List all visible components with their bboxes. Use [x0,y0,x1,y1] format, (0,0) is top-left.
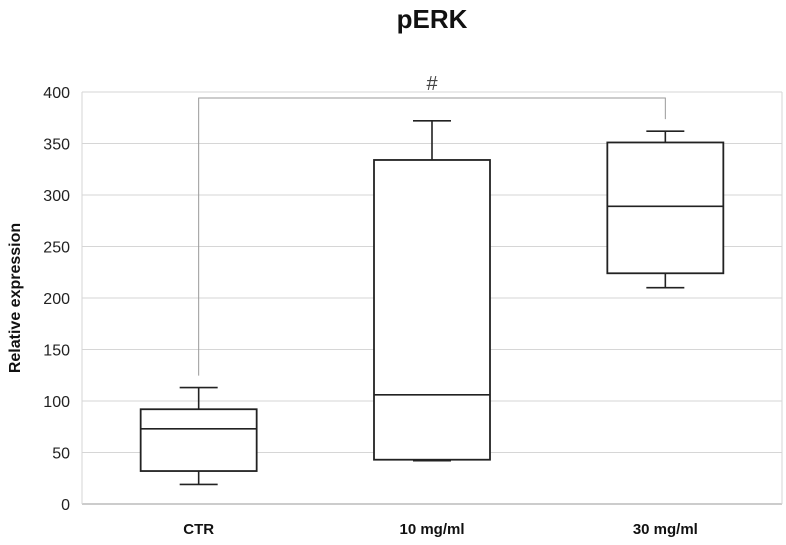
y-tick-label-7: 350 [43,137,70,154]
y-tick-label-6: 300 [43,188,70,205]
x-category-label-1: 10 mg/ml [399,521,464,538]
boxes [139,120,725,486]
box-1-iqr [373,159,491,461]
box-0-iqr [139,408,258,472]
bracket-label: # [426,73,438,95]
chart-title: pERK [397,4,468,34]
x-category-label-0: CTR [183,521,214,538]
box-1 [373,120,491,462]
y-axis-ticks: 0 50 100 150 200 250 300 350 400 [43,85,70,514]
y-tick-label-8: 400 [43,85,70,102]
y-tick-label-1: 50 [52,446,70,463]
y-tick-label-4: 200 [43,291,70,308]
y-tick-label-0: 0 [61,497,70,514]
box-2-iqr [606,141,725,275]
x-category-label-2: 30 mg/ml [633,521,698,538]
bracket-line [198,97,666,376]
box-0 [139,386,258,486]
x-axis-categories: CTR 10 mg/ml 30 mg/ml [183,521,698,538]
y-tick-label-2: 100 [43,394,70,411]
y-axis-label: Relative expression [7,223,24,373]
y-tick-label-3: 150 [43,343,70,360]
significance-bracket: # [198,73,666,376]
box-2 [606,130,725,289]
y-tick-label-5: 250 [43,240,70,257]
